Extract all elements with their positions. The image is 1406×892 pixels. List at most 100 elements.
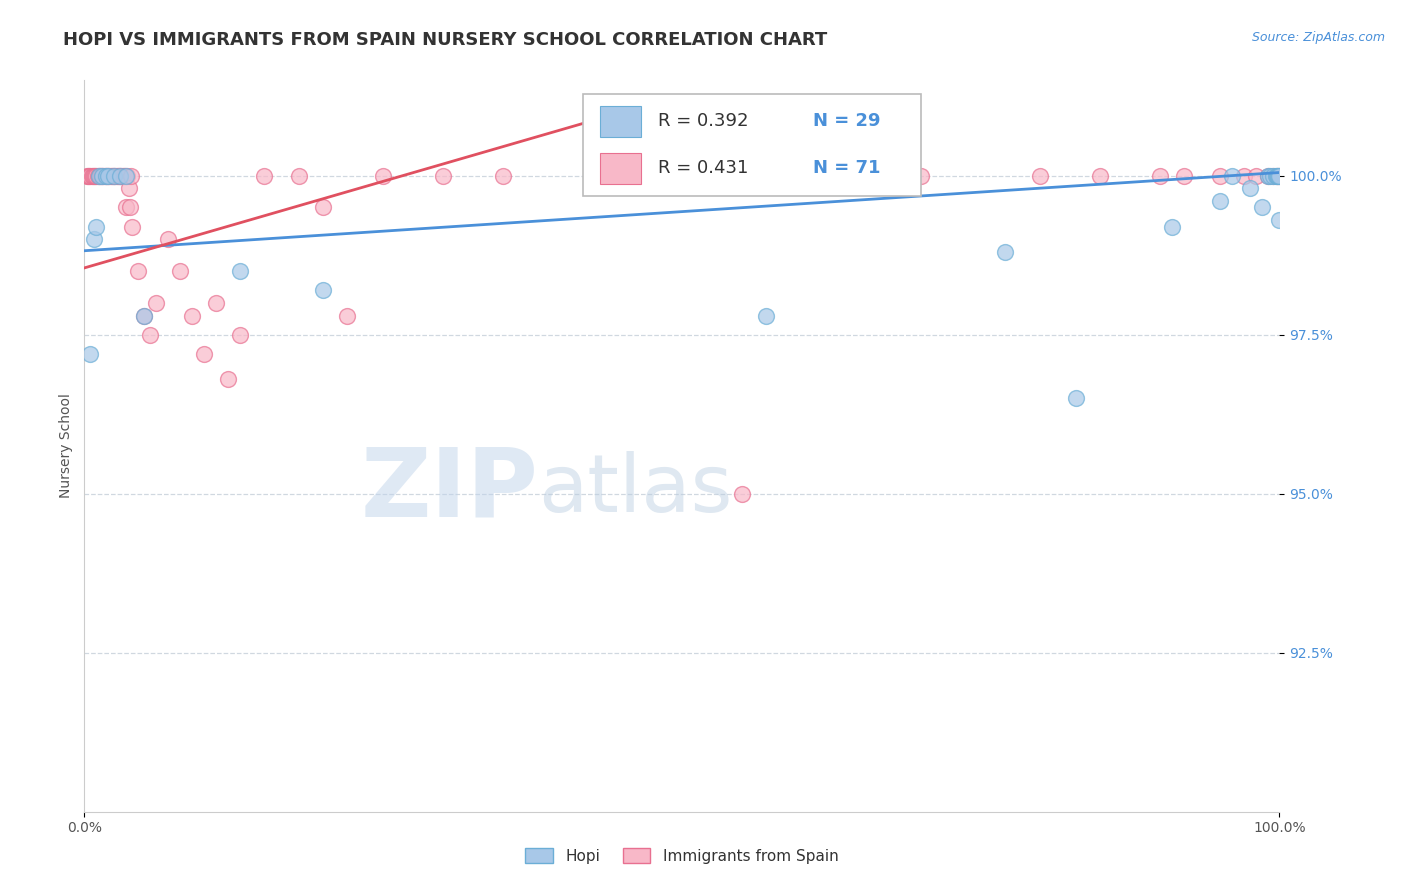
Point — [110, 169, 132, 183]
Point — [97, 169, 120, 183]
Point — [91, 169, 114, 183]
FancyBboxPatch shape — [583, 94, 921, 196]
Point — [117, 169, 139, 183]
Point — [193, 347, 215, 361]
Point — [79, 347, 101, 361]
Point — [1239, 181, 1261, 195]
Point — [229, 327, 252, 342]
Point — [127, 264, 149, 278]
Point — [169, 264, 191, 278]
Point — [755, 309, 778, 323]
Point — [132, 309, 156, 323]
Text: R = 0.392: R = 0.392 — [658, 112, 748, 130]
Point — [79, 169, 101, 183]
Point — [105, 169, 128, 183]
Bar — [600, 153, 641, 184]
Point — [1258, 169, 1281, 183]
Point — [80, 169, 103, 183]
Point — [1244, 169, 1267, 183]
Point — [112, 169, 135, 183]
Point — [100, 169, 122, 183]
Legend: Hopi, Immigrants from Spain: Hopi, Immigrants from Spain — [519, 842, 845, 870]
Point — [108, 169, 131, 183]
Point — [101, 169, 124, 183]
Point — [97, 169, 120, 183]
Text: ZIP: ZIP — [360, 443, 538, 536]
Text: N = 71: N = 71 — [813, 159, 880, 177]
Point — [115, 201, 138, 215]
Point — [110, 169, 132, 183]
Point — [94, 169, 117, 183]
Point — [910, 169, 932, 183]
Point — [181, 309, 204, 323]
Point — [1209, 194, 1232, 208]
Point — [1090, 169, 1112, 183]
Text: N = 29: N = 29 — [813, 112, 880, 130]
Point — [103, 169, 125, 183]
Point — [115, 169, 138, 183]
Point — [205, 296, 228, 310]
Bar — [600, 106, 641, 136]
Point — [253, 169, 276, 183]
Point — [87, 169, 110, 183]
Point — [94, 169, 117, 183]
Point — [104, 169, 127, 183]
Point — [103, 169, 125, 183]
Point — [1268, 169, 1291, 183]
Text: Source: ZipAtlas.com: Source: ZipAtlas.com — [1251, 31, 1385, 45]
Point — [93, 169, 115, 183]
Point — [86, 169, 108, 183]
Point — [107, 169, 129, 183]
Point — [1263, 169, 1285, 183]
Point — [86, 169, 108, 183]
Point — [1268, 213, 1291, 227]
Point — [120, 169, 142, 183]
Point — [77, 169, 100, 183]
Point — [84, 169, 107, 183]
Point — [1263, 169, 1285, 183]
Point — [91, 169, 114, 183]
Point — [1220, 169, 1243, 183]
Point — [1267, 169, 1289, 183]
Point — [93, 169, 115, 183]
Point — [1265, 169, 1288, 183]
Text: atlas: atlas — [538, 450, 733, 529]
Point — [1250, 201, 1272, 215]
Point — [336, 309, 359, 323]
Point — [76, 169, 98, 183]
Point — [98, 169, 121, 183]
Point — [121, 219, 143, 234]
Point — [288, 169, 311, 183]
Point — [1173, 169, 1195, 183]
Point — [229, 264, 252, 278]
Point — [373, 169, 395, 183]
Point — [83, 232, 105, 246]
Point — [118, 201, 141, 215]
Point — [1209, 169, 1232, 183]
Y-axis label: Nursery School: Nursery School — [59, 393, 73, 499]
Point — [114, 169, 136, 183]
Point — [1265, 169, 1288, 183]
Point — [1161, 219, 1184, 234]
Point — [790, 169, 813, 183]
Point — [1268, 169, 1291, 183]
Point — [82, 169, 104, 183]
Point — [96, 169, 118, 183]
Point — [157, 232, 180, 246]
Point — [731, 486, 754, 500]
Point — [89, 169, 111, 183]
Point — [86, 219, 108, 234]
Point — [312, 283, 335, 297]
Point — [111, 169, 134, 183]
Point — [1029, 169, 1052, 183]
Point — [87, 169, 110, 183]
Point — [77, 169, 100, 183]
Point — [994, 245, 1017, 260]
Point — [132, 309, 156, 323]
Point — [145, 296, 167, 310]
Text: R = 0.431: R = 0.431 — [658, 159, 748, 177]
Text: HOPI VS IMMIGRANTS FROM SPAIN NURSERY SCHOOL CORRELATION CHART: HOPI VS IMMIGRANTS FROM SPAIN NURSERY SC… — [63, 31, 828, 49]
Point — [432, 169, 454, 183]
Point — [492, 169, 515, 183]
Point — [1257, 169, 1279, 183]
